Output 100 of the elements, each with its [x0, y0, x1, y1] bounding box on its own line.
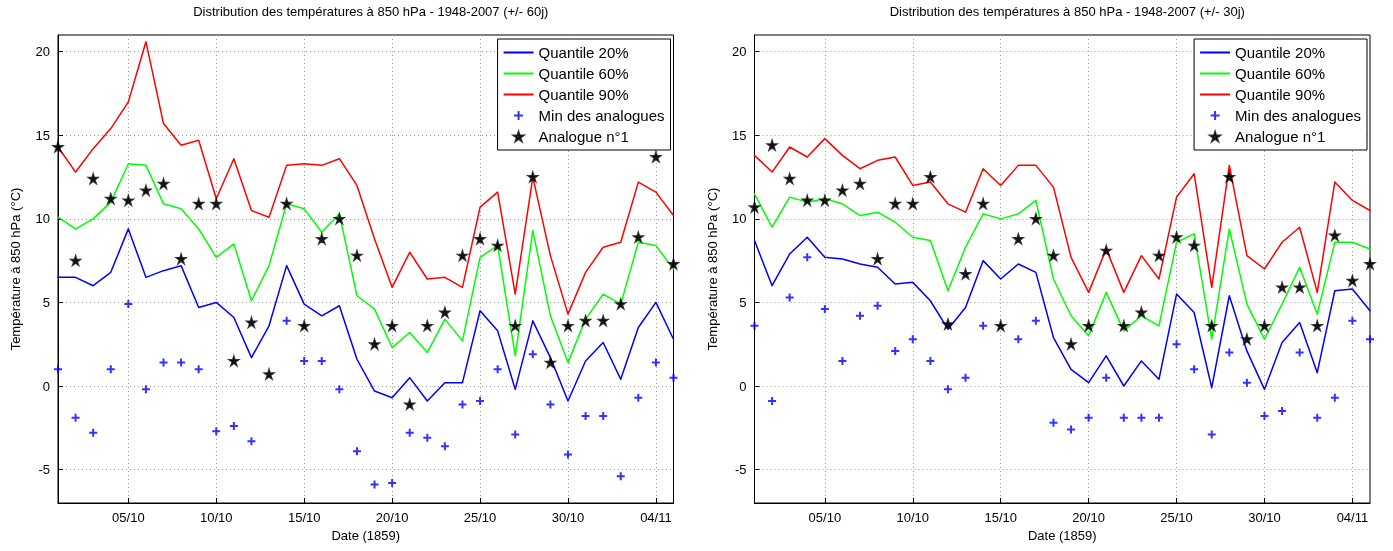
- x-tick-label: 10/10: [896, 510, 930, 525]
- point: [1169, 230, 1184, 244]
- point: [139, 183, 153, 198]
- x-tick-label: 05/10: [808, 510, 842, 525]
- legend-label: Analogue n°1: [1235, 128, 1326, 145]
- point: [297, 318, 311, 333]
- x-tick-label: 15/10: [287, 510, 321, 525]
- legend-label: Quantile 90%: [538, 86, 629, 103]
- legend-label: Quantile 60%: [1235, 65, 1326, 82]
- legend-label: Quantile 20%: [538, 44, 629, 61]
- point: [1257, 318, 1272, 333]
- x-tick-label: 15/10: [984, 510, 1017, 525]
- y-tick-label: 0: [739, 378, 747, 394]
- y-axis-title: Température à 850 hPa (°C): [704, 187, 720, 351]
- y-tick-label: -5: [38, 462, 50, 478]
- point: [818, 193, 832, 208]
- line-series: [753, 193, 1371, 340]
- point: [800, 193, 814, 208]
- point: [1117, 318, 1131, 333]
- point: [1081, 318, 1096, 333]
- point: [192, 196, 206, 211]
- point: [455, 248, 470, 263]
- point: [227, 353, 241, 368]
- point: [1099, 243, 1113, 258]
- point: [561, 318, 575, 333]
- point: [508, 318, 522, 333]
- y-tick-label: 20: [35, 44, 50, 60]
- point: [315, 231, 329, 246]
- point: [1187, 238, 1201, 253]
- x-tick-label: 05/10: [112, 510, 145, 525]
- point: [121, 193, 136, 208]
- point: [835, 183, 850, 198]
- line-series: [753, 236, 1371, 391]
- point: [279, 196, 294, 211]
- chart-title: Distribution des températures à 850 hPa - 1948-2007 (+/- 60j): [193, 4, 549, 19]
- point: [578, 313, 593, 328]
- point: [1310, 318, 1324, 333]
- point: [923, 170, 938, 184]
- legend-label: Min des analogues: [1235, 107, 1361, 124]
- x-tick-label: 04/11: [640, 510, 672, 525]
- point: [438, 305, 452, 320]
- point: [174, 251, 188, 266]
- y-tick-label: -5: [734, 462, 747, 478]
- point: [1011, 231, 1025, 246]
- chart-title: Distribution des températures à 850 hPa - 1948-2007 (+/- 30j): [889, 4, 1245, 19]
- point: [976, 196, 990, 211]
- y-axis-title: Température à 850 hPa (°C): [8, 187, 23, 351]
- y-tick-label: 10: [35, 211, 50, 227]
- point: [1029, 211, 1043, 226]
- point: [350, 248, 364, 263]
- x-tick-label: 25/10: [1160, 510, 1193, 525]
- point: [1328, 228, 1342, 243]
- point: [244, 315, 259, 330]
- x-tick-label: 04/11: [1336, 510, 1369, 525]
- point: [86, 171, 100, 186]
- y-tick-label: 10: [732, 211, 747, 227]
- point: [1152, 248, 1166, 263]
- x-tick-label: 20/10: [375, 510, 409, 525]
- point: [631, 230, 646, 244]
- point: [420, 318, 434, 333]
- point: [994, 318, 1008, 333]
- legend-label: Quantile 60%: [538, 65, 629, 82]
- legend-label: Quantile 90%: [1235, 86, 1326, 103]
- y-tick-label: 5: [42, 294, 50, 310]
- legend-label: Analogue n°1: [538, 128, 629, 145]
- point: [543, 355, 558, 370]
- y-tick-label: 5: [739, 294, 747, 310]
- y-tick-label: 0: [42, 378, 50, 394]
- point: [1134, 305, 1149, 320]
- point: [870, 251, 885, 266]
- point: [1046, 248, 1061, 263]
- point: [596, 313, 610, 328]
- y-tick-label: 15: [732, 127, 747, 143]
- x-axis-title: Date (1859): [331, 528, 401, 543]
- y-tick-label: 15: [35, 127, 50, 143]
- legend-label: Quantile 20%: [1235, 44, 1326, 61]
- x-tick-label: 30/10: [1248, 510, 1281, 525]
- point: [1345, 273, 1360, 288]
- x-tick-label: 30/10: [551, 510, 585, 525]
- point: [490, 238, 505, 253]
- point: [1292, 280, 1307, 294]
- point: [156, 176, 171, 191]
- point: [367, 337, 382, 351]
- point: [1205, 318, 1219, 333]
- y-tick-label: 20: [732, 44, 747, 60]
- x-tick-label: 20/10: [1072, 510, 1105, 525]
- point: [68, 253, 83, 268]
- point: [104, 191, 118, 206]
- point: [209, 196, 223, 211]
- legend-label: Min des analogues: [538, 107, 665, 124]
- point: [385, 318, 399, 333]
- point: [888, 196, 902, 211]
- line-series: [57, 228, 675, 402]
- x-axis-title: Date (1859): [1027, 528, 1097, 543]
- point: [473, 231, 487, 246]
- x-tick-label: 25/10: [463, 510, 497, 525]
- point: [782, 171, 797, 186]
- point: [853, 176, 867, 191]
- x-tick-label: 10/10: [200, 510, 233, 525]
- point: [906, 196, 920, 211]
